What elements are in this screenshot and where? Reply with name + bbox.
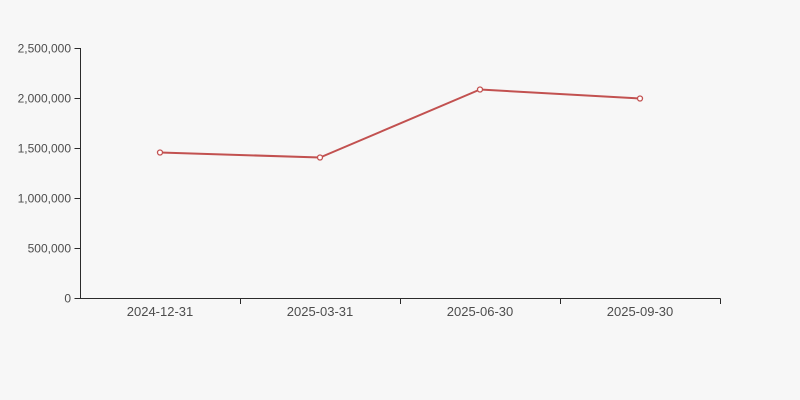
- y-axis-tick-label: 2,000,000: [18, 92, 72, 106]
- data-point[interactable]: [636, 95, 644, 102]
- x-axis-tick-label: 2025-09-30: [607, 304, 674, 319]
- x-axis-tick-label: 2024-12-31: [127, 304, 194, 319]
- y-axis-tick-label: 500,000: [28, 242, 72, 256]
- x-axis-tick-label: 2025-06-30: [447, 304, 514, 319]
- data-point[interactable]: [156, 149, 164, 156]
- data-point[interactable]: [316, 154, 324, 161]
- data-point[interactable]: [476, 86, 484, 93]
- y-axis-tick-label: 1,000,000: [18, 192, 72, 206]
- data-line: [159, 88, 641, 159]
- y-axis-tick-label: 1,500,000: [18, 142, 72, 156]
- x-axis-tick-label: 2025-03-31: [287, 304, 354, 319]
- y-axis-tick-label: 0: [64, 292, 71, 306]
- y-axis-tick-label: 2,500,000: [18, 42, 72, 56]
